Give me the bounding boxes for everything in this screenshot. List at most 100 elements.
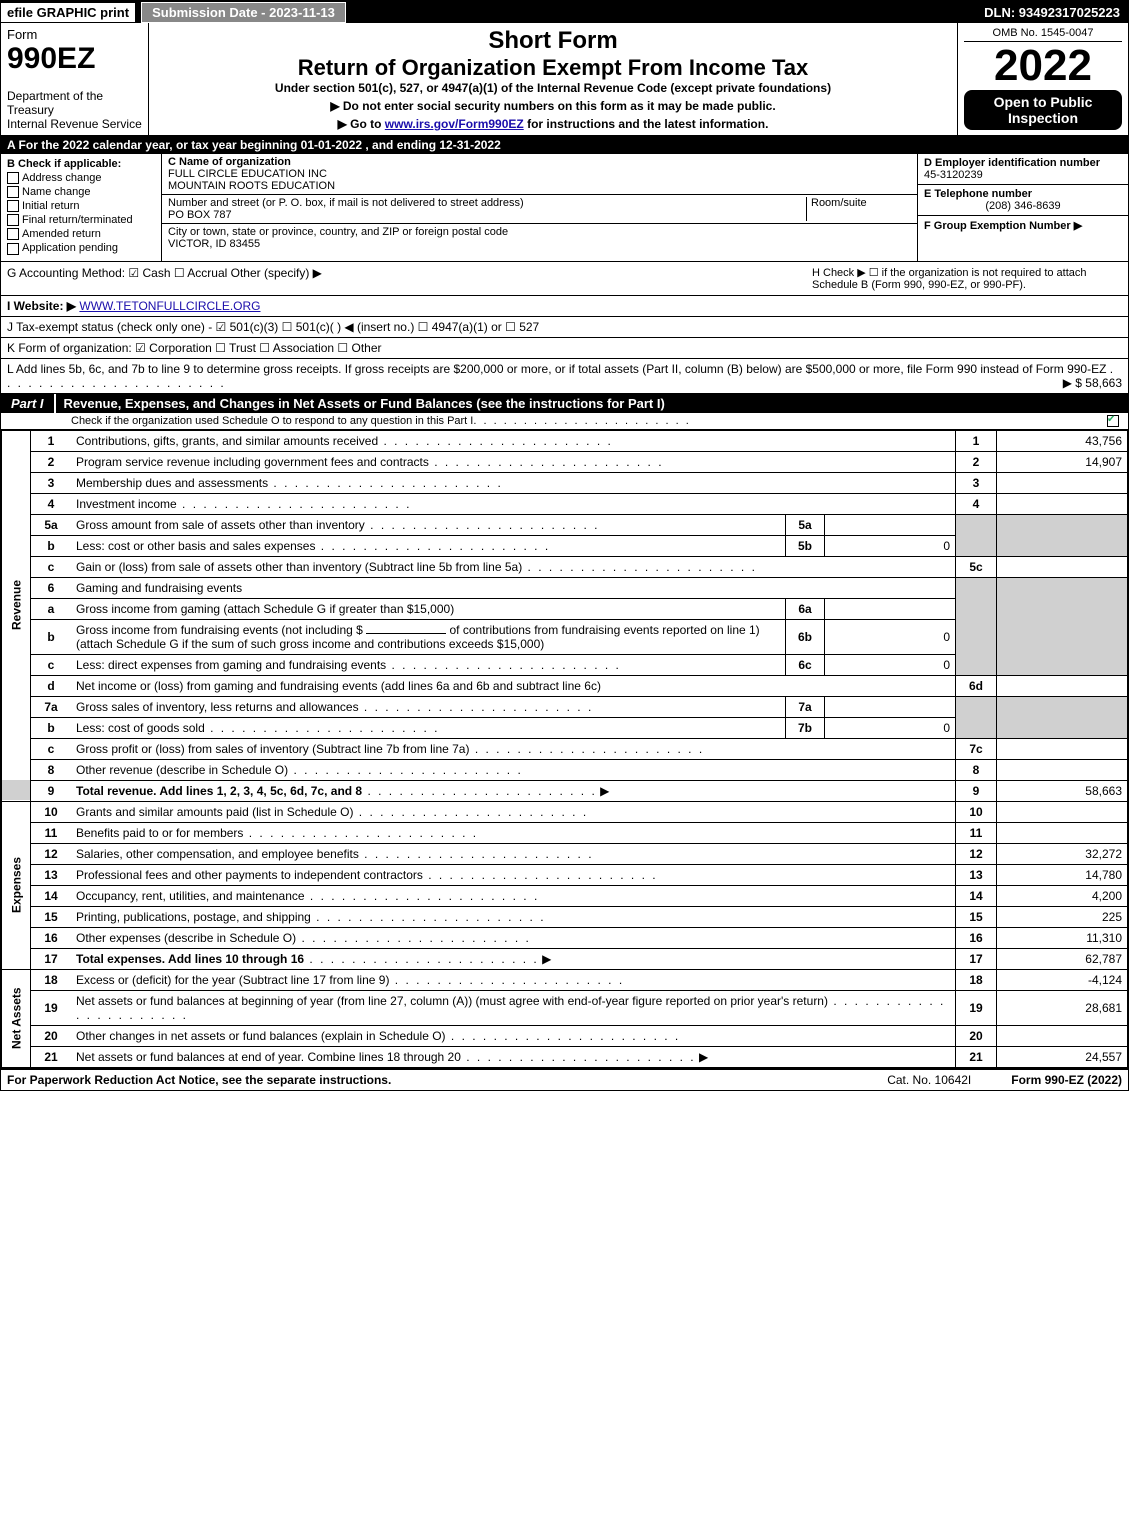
side-rev-blank (2, 780, 31, 801)
ln7c-no: c (31, 738, 72, 759)
line-6d: d Net income or (loss) from gaming and f… (2, 675, 1128, 696)
ln14-desc: Occupancy, rent, utilities, and maintena… (76, 889, 305, 903)
ln4-desc: Investment income (76, 497, 177, 511)
line-21: 21 Net assets or fund balances at end of… (2, 1046, 1128, 1067)
ln17-box: 17 (956, 948, 997, 969)
line-7a: 7a Gross sales of inventory, less return… (2, 696, 1128, 717)
ln9-no: 9 (31, 780, 72, 801)
ln9-box: 9 (956, 780, 997, 801)
ln5a-sub: 5a (786, 514, 825, 535)
line-2: 2 Program service revenue including gove… (2, 451, 1128, 472)
ln6d-desc: Net income or (loss) from gaming and fun… (76, 679, 601, 693)
lbl-amended: Amended return (22, 228, 101, 240)
ln4-box: 4 (956, 493, 997, 514)
ln6-desc: Gaming and fundraising events (71, 577, 956, 598)
ln7a-sub: 7a (786, 696, 825, 717)
ln6b-desc1: Gross income from fundraising events (no… (76, 623, 363, 637)
city-label: City or town, state or province, country… (168, 226, 911, 238)
ln6b-sub: 6b (786, 619, 825, 654)
cb-final-return[interactable] (7, 214, 19, 226)
ln12-amt: 32,272 (997, 843, 1128, 864)
cb-name-change[interactable] (7, 186, 19, 198)
dln-label: DLN: 93492317025223 (984, 5, 1128, 20)
ln14-amt: 4,200 (997, 885, 1128, 906)
ln3-amt (997, 472, 1128, 493)
ln1-no: 1 (31, 430, 72, 451)
ln19-amt: 28,681 (997, 990, 1128, 1025)
lbl-address-change: Address change (22, 172, 102, 184)
ln6d-box: 6d (956, 675, 997, 696)
ln15-amt: 225 (997, 906, 1128, 927)
goto-post: for instructions and the latest informat… (527, 117, 768, 131)
ln11-amt (997, 822, 1128, 843)
sched-o-text: Check if the organization used Schedule … (71, 415, 473, 427)
ln4-amt (997, 493, 1128, 514)
form-ref-bold: 990-EZ (1045, 1073, 1084, 1087)
l-amount: ▶ $ 58,663 (1063, 376, 1122, 390)
ln6c-sub: 6c (786, 654, 825, 675)
ln21-amt: 24,557 (997, 1046, 1128, 1067)
website-link[interactable]: WWW.TETONFULLCIRCLE.ORG (79, 299, 260, 313)
f-label: F Group Exemption Number ▶ (924, 219, 1122, 232)
line-17: 17 Total expenses. Add lines 10 through … (2, 948, 1128, 969)
ln6a-no: a (31, 598, 72, 619)
ln6c-subval: 0 (825, 654, 956, 675)
line-19: 19 Net assets or fund balances at beginn… (2, 990, 1128, 1025)
ln2-box: 2 (956, 451, 997, 472)
form-number: 990EZ (7, 42, 142, 76)
dept-treasury: Department of the Treasury Internal Reve… (7, 89, 142, 131)
ln6a-desc: Gross income from gaming (attach Schedul… (76, 602, 454, 616)
line-9: 9 Total revenue. Add lines 1, 2, 3, 4, 5… (2, 780, 1128, 801)
e-label: E Telephone number (924, 188, 1122, 200)
ln15-no: 15 (31, 906, 72, 927)
goto-pre: ▶ Go to (338, 117, 385, 131)
ln6abc-shade-amt (997, 577, 1128, 675)
ln10-no: 10 (31, 801, 72, 822)
ln8-no: 8 (31, 759, 72, 780)
ln1-desc: Contributions, gifts, grants, and simila… (76, 434, 378, 448)
cb-amended-return[interactable] (7, 228, 19, 240)
return-title: Return of Organization Exempt From Incom… (155, 55, 951, 81)
ln12-no: 12 (31, 843, 72, 864)
ln13-no: 13 (31, 864, 72, 885)
irs-link[interactable]: www.irs.gov/Form990EZ (385, 117, 524, 131)
ln16-box: 16 (956, 927, 997, 948)
line-20: 20 Other changes in net assets or fund b… (2, 1025, 1128, 1046)
cb-schedule-o[interactable] (1107, 415, 1119, 427)
i-label: I Website: ▶ (7, 299, 76, 313)
row-g-h: G Accounting Method: ☑ Cash ☐ Accrual Ot… (1, 262, 1128, 296)
ln20-desc: Other changes in net assets or fund bala… (76, 1029, 446, 1043)
ein-value: 45-3120239 (924, 169, 1122, 181)
efile-print-label[interactable]: efile GRAPHIC print (1, 3, 137, 22)
ln5ab-shade (956, 514, 997, 556)
ln3-no: 3 (31, 472, 72, 493)
line-14: 14 Occupancy, rent, utilities, and maint… (2, 885, 1128, 906)
ln7b-desc: Less: cost of goods sold (76, 721, 205, 735)
cb-initial-return[interactable] (7, 200, 19, 212)
ln12-desc: Salaries, other compensation, and employ… (76, 847, 359, 861)
ln5b-desc: Less: cost or other basis and sales expe… (76, 539, 315, 553)
line-8: 8 Other revenue (describe in Schedule O)… (2, 759, 1128, 780)
ln20-amt (997, 1025, 1128, 1046)
ln7b-subval: 0 (825, 717, 956, 738)
ln15-desc: Printing, publications, postage, and shi… (76, 910, 311, 924)
org-name-1: FULL CIRCLE EDUCATION INC (168, 168, 911, 180)
row-j-tax-status: J Tax-exempt status (check only one) - ☑… (1, 317, 1128, 338)
line-5a: 5a Gross amount from sale of assets othe… (2, 514, 1128, 535)
row-l-gross-receipts: L Add lines 5b, 6c, and 7b to line 9 to … (1, 359, 1128, 394)
ln5a-desc: Gross amount from sale of assets other t… (76, 518, 365, 532)
ln6c-desc: Less: direct expenses from gaming and fu… (76, 658, 386, 672)
form-ref: Form 990-EZ (2022) (1011, 1073, 1122, 1087)
ln7c-box: 7c (956, 738, 997, 759)
ln8-amt (997, 759, 1128, 780)
ln18-desc: Excess or (deficit) for the year (Subtra… (76, 973, 389, 987)
cb-address-change[interactable] (7, 172, 19, 184)
side-net-assets: Net Assets (2, 969, 31, 1067)
section-c-org-info: C Name of organization FULL CIRCLE EDUCA… (162, 154, 917, 261)
street-value: PO BOX 787 (168, 209, 806, 221)
form-label: Form (7, 27, 142, 42)
cb-app-pending[interactable] (7, 243, 19, 255)
ln7a-subval (825, 696, 956, 717)
b-title: B Check if applicable: (7, 158, 155, 170)
line-1: Revenue 1 Contributions, gifts, grants, … (2, 430, 1128, 451)
